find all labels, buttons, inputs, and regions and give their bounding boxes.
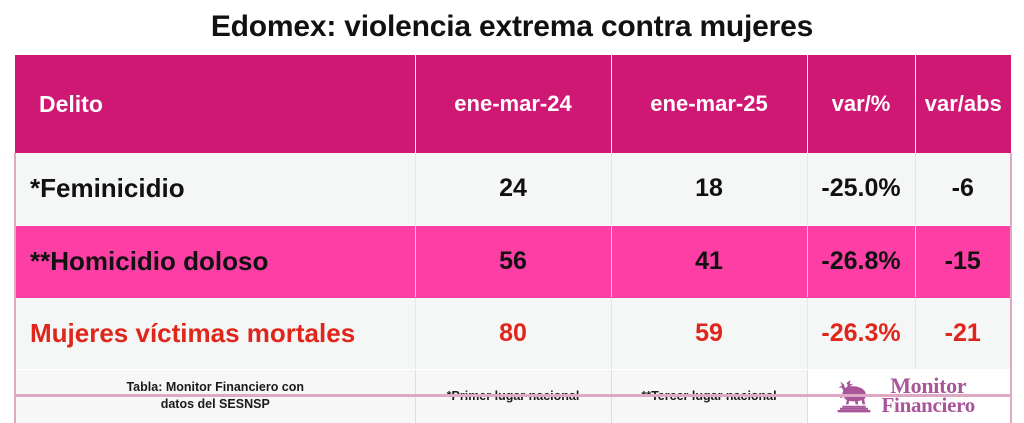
cell-var-pct-value: -26.3% <box>807 297 916 370</box>
source-line-1: Tabla: Monitor Financiero con <box>126 380 305 395</box>
table-row-total: Mujeres víctimas mortales 80 59 -26.3% -… <box>14 297 1012 370</box>
cell-period-1-value: 24 <box>415 153 612 226</box>
violence-statistics-table: Delito ene-mar-24 ene-mar-25 var/% var/a… <box>14 55 1012 423</box>
column-header-var-abs: var/abs <box>915 55 1011 153</box>
cell-var-abs-value: -6 <box>915 153 1012 226</box>
cell-period-2-value: 41 <box>611 225 808 298</box>
cell-crime-label: *Feminicidio <box>14 153 416 226</box>
cell-var-pct-value: -26.8% <box>807 225 916 298</box>
column-header-delito: Delito <box>15 55 416 153</box>
table-row: **Homicidio doloso 56 41 -26.8% -15 <box>14 225 1012 298</box>
logo-line-1: Monitor <box>890 373 967 399</box>
cell-period-1-value: 80 <box>415 297 612 370</box>
cell-var-abs-value: -21 <box>915 297 1012 370</box>
bottom-divider <box>14 394 1010 397</box>
column-header-period-1: ene-mar-24 <box>415 55 612 153</box>
infographic-table-page: Edomex: violencia extrema contra mujeres… <box>14 10 1012 423</box>
cell-var-abs-value: -15 <box>915 225 1012 298</box>
column-header-period-2: ene-mar-25 <box>611 55 808 153</box>
logo-line-2: Financiero <box>881 393 976 418</box>
column-header-var-pct: var/% <box>807 55 916 153</box>
cell-period-1-value: 56 <box>415 225 612 298</box>
cell-crime-label: **Homicidio doloso <box>14 225 416 298</box>
page-title: Edomex: violencia extrema contra mujeres <box>210 10 814 43</box>
cell-var-pct-value: -25.0% <box>807 153 916 226</box>
table-row: *Feminicidio 24 18 -25.0% -6 <box>14 153 1012 226</box>
data-table-container: Delito ene-mar-24 ene-mar-25 var/% var/a… <box>14 55 1012 423</box>
source-line-2: datos del SESNSP <box>160 397 270 411</box>
cell-period-2-value: 18 <box>611 153 808 226</box>
cell-period-2-value: 59 <box>611 297 808 370</box>
table-header-row: Delito ene-mar-24 ene-mar-25 var/% var/a… <box>15 55 1011 153</box>
cell-crime-label: Mujeres víctimas mortales <box>14 297 416 370</box>
